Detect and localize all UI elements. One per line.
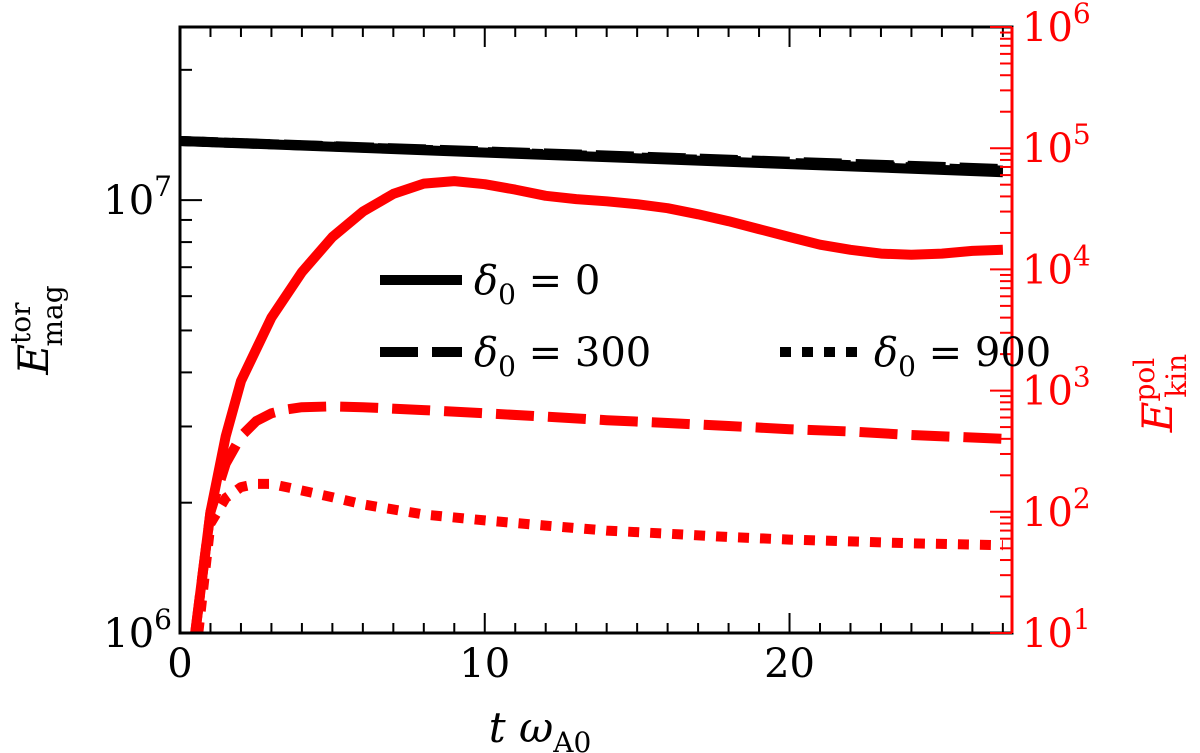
right-axis-title: Epolkin bbox=[1128, 354, 1193, 433]
right-y-tick-label: 102 bbox=[1022, 482, 1091, 536]
left-y-tick-label: 107 bbox=[103, 170, 172, 224]
x-tick-label: 20 bbox=[764, 641, 815, 687]
right-y-tick-label: 103 bbox=[1022, 361, 1091, 415]
series-line-dotted-left bbox=[180, 136, 1004, 176]
x-axis-title: t ωA0 bbox=[489, 703, 592, 753]
legend: δ0 = 0 δ0 = 300 δ0 = 900 bbox=[380, 258, 1051, 383]
ticks-layer bbox=[179, 26, 1012, 634]
legend-label-solid: δ0 = 0 bbox=[474, 258, 600, 311]
x-tick-label: 0 bbox=[167, 641, 192, 687]
series-line-dashed-right bbox=[190, 401, 1004, 633]
series-line-solid-right bbox=[190, 176, 1004, 633]
legend-label-dashed: δ0 = 300 bbox=[474, 330, 651, 383]
right-y-tick-label: 105 bbox=[1022, 118, 1091, 172]
left-axis-title: Etormag bbox=[4, 285, 69, 375]
series-layer bbox=[180, 136, 1004, 633]
right-y-tick-label: 101 bbox=[1022, 603, 1091, 657]
right-y-tick-label: 106 bbox=[1022, 0, 1091, 51]
labels-layer: 0 10 20 106 107 101 102 103 104 105 106 bbox=[103, 0, 1090, 687]
legend-label-dotted: δ0 = 900 bbox=[874, 330, 1051, 383]
x-tick-label: 10 bbox=[459, 641, 510, 687]
series-line-dotted-right bbox=[193, 478, 1004, 633]
left-y-tick-label: 106 bbox=[103, 603, 172, 657]
right-y-tick-label: 104 bbox=[1022, 239, 1091, 293]
